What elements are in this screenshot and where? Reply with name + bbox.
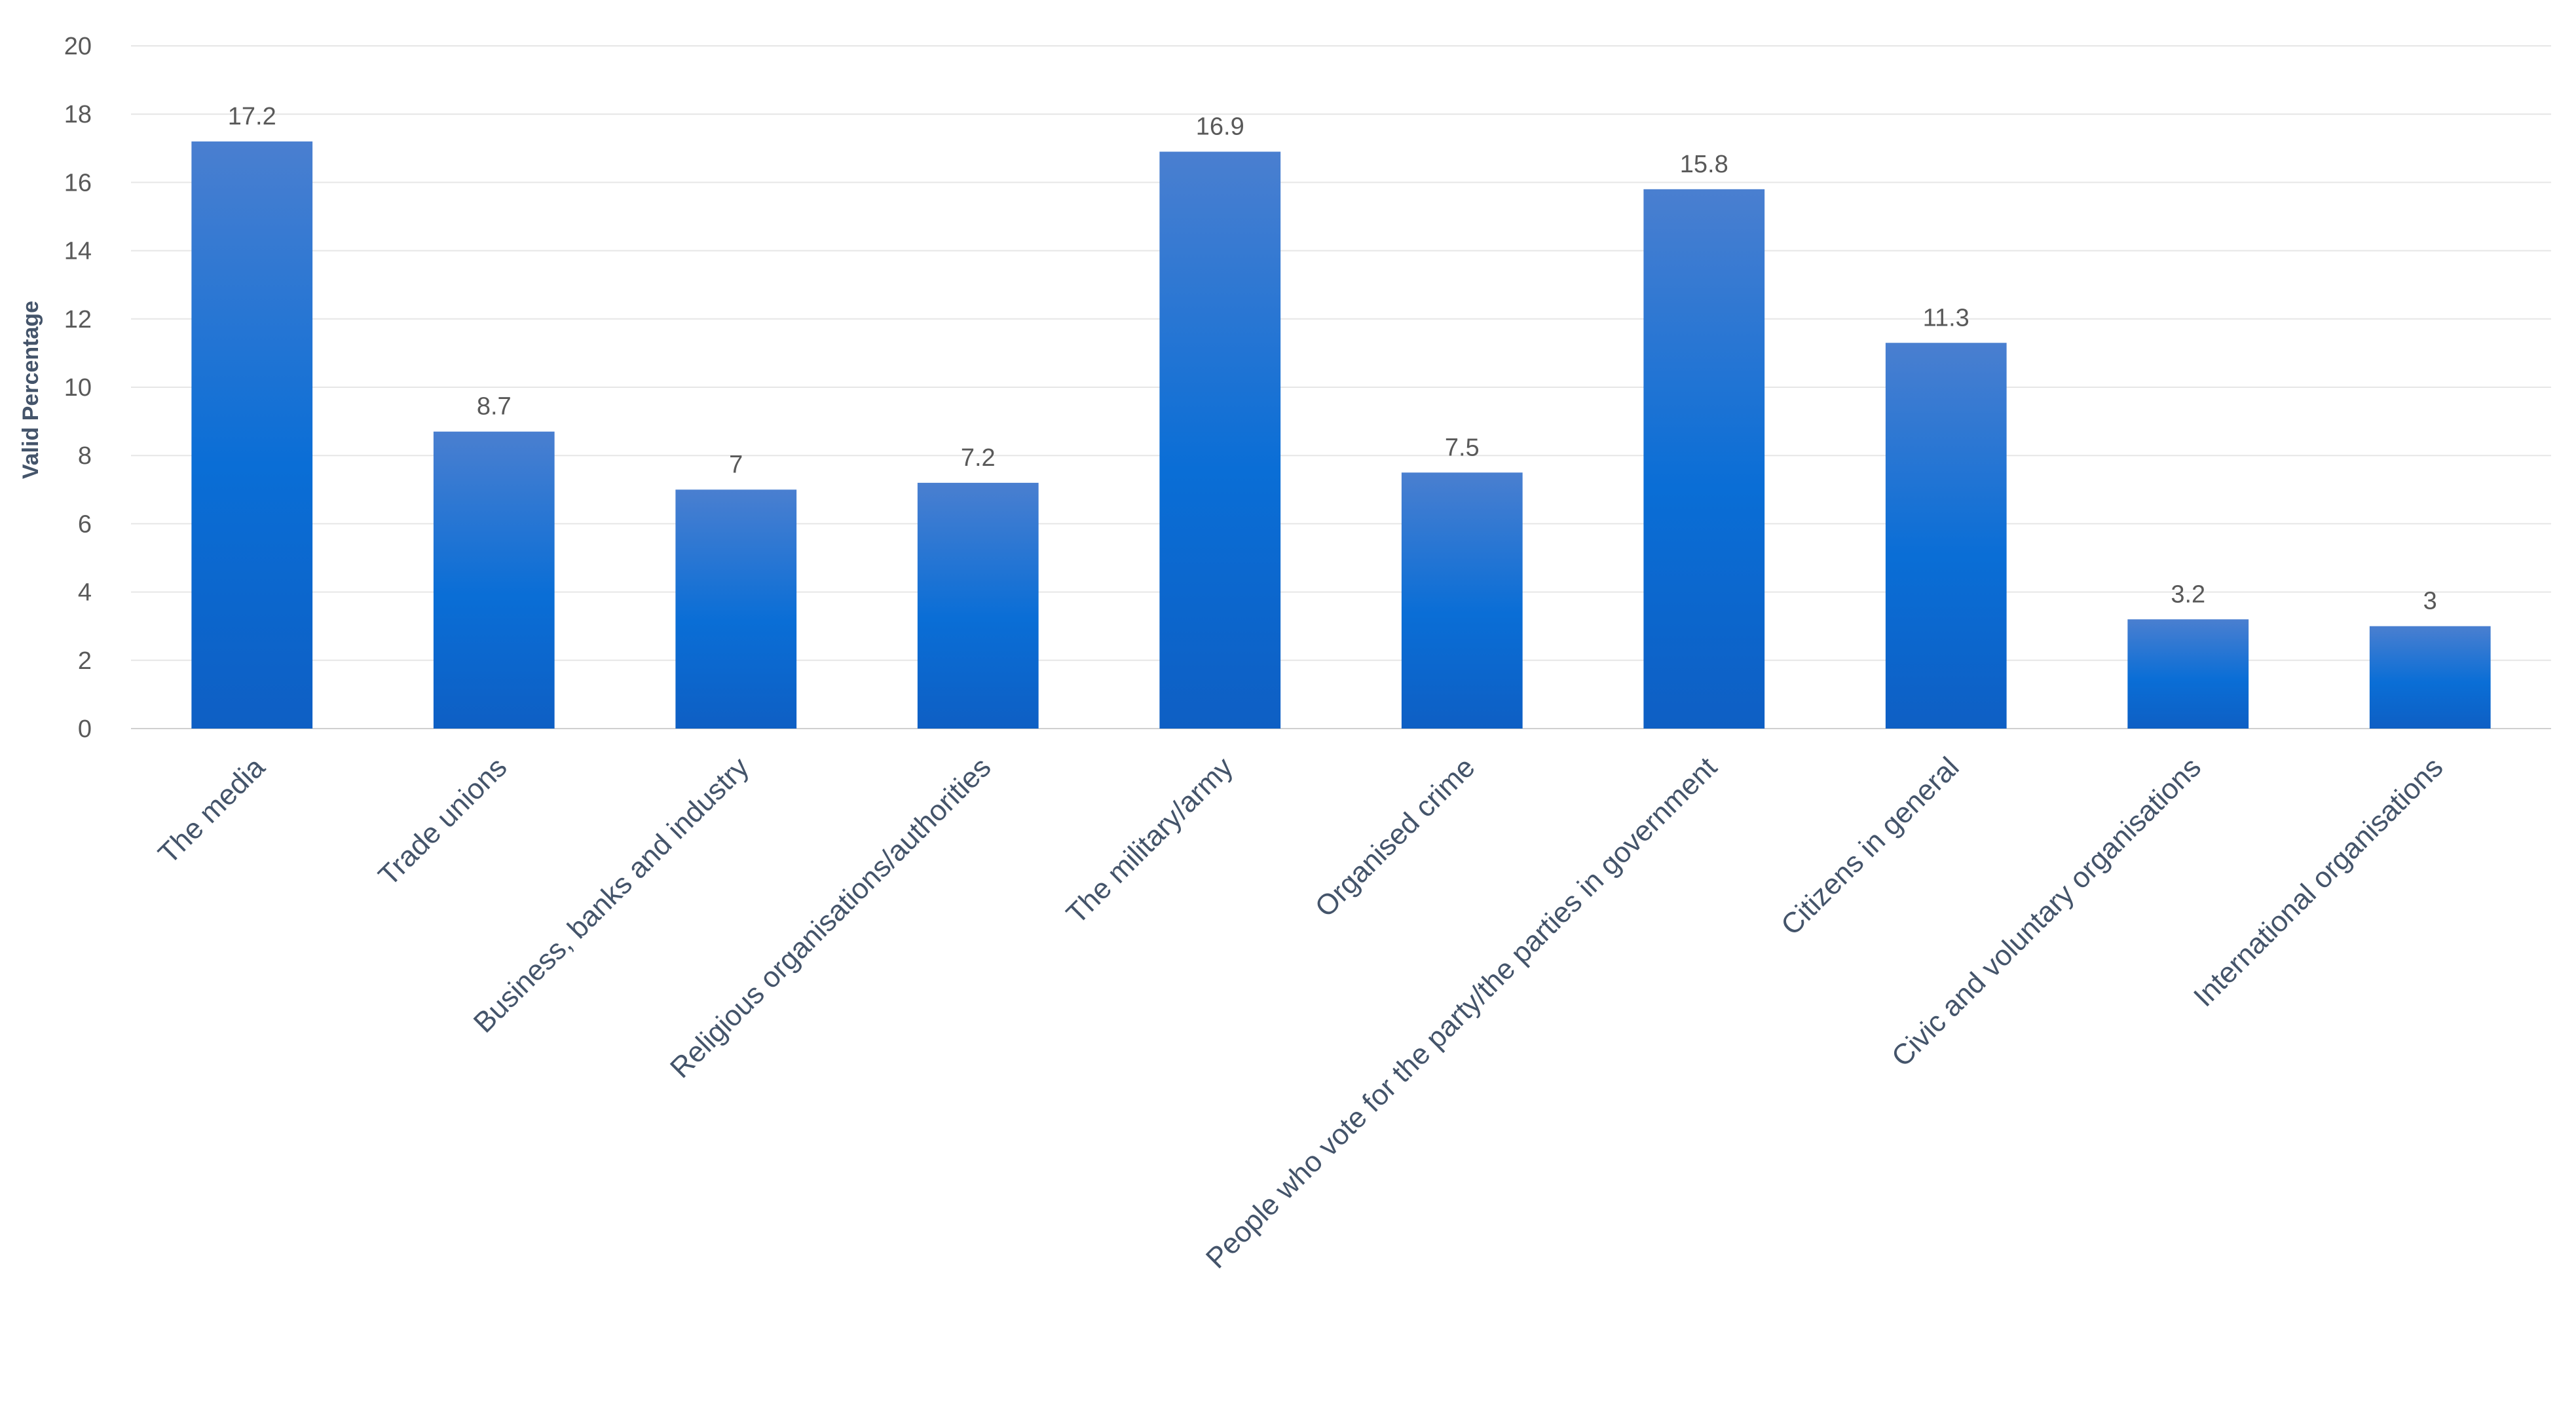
bar-5 xyxy=(1159,151,1281,729)
y-tick-label: 14 xyxy=(64,238,92,265)
y-tick-label: 20 xyxy=(64,33,92,60)
y-tick-label: 4 xyxy=(78,579,92,607)
y-tick-label: 10 xyxy=(64,374,92,402)
x-category-label: Organised crime xyxy=(1309,751,1482,923)
data-label: 11.3 xyxy=(1923,304,1969,332)
y-tick-label: 12 xyxy=(64,306,92,333)
data-label: 16.9 xyxy=(1196,113,1244,141)
data-label: 15.8 xyxy=(1680,151,1728,178)
bars xyxy=(191,141,2491,729)
y-axis-title: Valid Percentage xyxy=(18,301,43,479)
data-label: 17.2 xyxy=(228,103,276,130)
data-label: 8.7 xyxy=(477,393,512,421)
bar-10 xyxy=(2369,626,2491,729)
x-category-label: The military/army xyxy=(1060,751,1239,930)
data-labels: 17.2 8.7 7 7.2 16.9 7.5 15.8 11.3 3.2 3 xyxy=(228,103,2437,615)
bar-4 xyxy=(917,482,1039,729)
data-label: 7 xyxy=(729,451,743,478)
x-category-label: Citizens in general xyxy=(1775,751,1966,942)
y-tick-label: 0 xyxy=(78,715,92,743)
y-tick-label: 8 xyxy=(78,442,92,470)
x-category-label: The media xyxy=(152,751,271,870)
x-category-label: People who vote for the party/the partie… xyxy=(1200,751,1723,1274)
bar-8 xyxy=(1885,343,2007,729)
bar-9 xyxy=(2127,619,2249,729)
bar-3 xyxy=(675,489,797,729)
y-tick-label: 18 xyxy=(64,101,92,128)
x-category-label: Business, banks and industry xyxy=(468,751,755,1038)
y-axis-ticks: 0 2 4 6 8 10 12 14 16 18 20 xyxy=(64,33,92,743)
y-tick-label: 6 xyxy=(78,510,92,538)
y-tick-label: 16 xyxy=(64,169,92,197)
bar-1 xyxy=(191,141,313,729)
data-label: 7.2 xyxy=(961,444,996,472)
bar-6 xyxy=(1401,472,1523,729)
data-label: 3.2 xyxy=(2171,580,2205,608)
bar-7 xyxy=(1643,189,1765,729)
x-category-label: International organisations xyxy=(2188,751,2450,1013)
x-category-label: Trade unions xyxy=(372,751,513,892)
data-label: 3 xyxy=(2423,588,2437,615)
data-label: 7.5 xyxy=(1445,434,1480,461)
bar-2 xyxy=(433,431,555,729)
y-tick-label: 2 xyxy=(78,647,92,675)
